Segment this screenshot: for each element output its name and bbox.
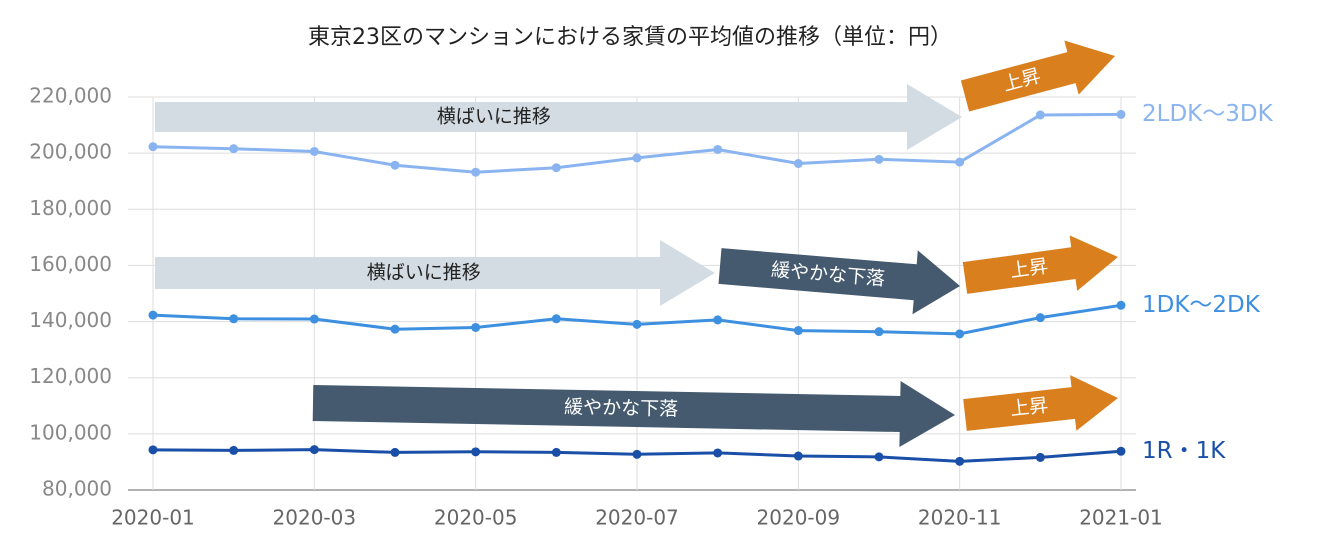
y-tick-label: 200,000 xyxy=(29,140,112,164)
y-tick-label: 140,000 xyxy=(29,308,112,332)
data-point xyxy=(390,160,400,170)
y-tick-label: 160,000 xyxy=(29,252,112,276)
data-point xyxy=(793,451,803,461)
data-point xyxy=(229,144,239,154)
y-tick-label: 120,000 xyxy=(29,364,112,388)
x-tick-label: 2020-07 xyxy=(595,506,679,530)
annotation-arrow xyxy=(312,381,955,447)
annotation-arrow xyxy=(963,375,1118,431)
data-point xyxy=(309,314,319,324)
y-tick-label: 100,000 xyxy=(29,420,112,444)
data-point xyxy=(632,449,642,459)
data-point xyxy=(955,329,965,339)
data-point xyxy=(874,154,884,164)
annotation-label: 緩やかな下落 xyxy=(564,396,678,420)
data-point xyxy=(309,445,319,455)
series-label: 1DK〜2DK xyxy=(1142,292,1261,318)
x-tick-label: 2020-05 xyxy=(434,506,518,530)
annotation-arrow xyxy=(155,240,715,306)
annotation-arrow xyxy=(962,235,1118,294)
x-tick-label: 2021-01 xyxy=(1079,506,1163,530)
series-label: 2LDK〜3DK xyxy=(1142,101,1274,127)
data-point xyxy=(309,146,319,156)
x-tick-label: 2020-01 xyxy=(111,506,195,530)
data-point xyxy=(1035,452,1045,462)
data-point xyxy=(632,319,642,329)
series-label: 1R・1K xyxy=(1142,438,1226,464)
data-point xyxy=(229,314,239,324)
data-point xyxy=(229,445,239,455)
data-point xyxy=(551,447,561,457)
data-point xyxy=(471,322,481,332)
annotation-label: 横ばいに推移 xyxy=(437,106,551,128)
annotation-arrow xyxy=(155,84,962,150)
data-point xyxy=(955,456,965,466)
data-point xyxy=(551,163,561,173)
data-point xyxy=(1116,300,1126,310)
data-point xyxy=(471,447,481,457)
data-point xyxy=(390,447,400,457)
annotation-label: 横ばいに推移 xyxy=(367,262,481,284)
annotation-arrow xyxy=(960,40,1115,112)
data-point xyxy=(874,327,884,337)
annotation-arrow xyxy=(718,248,960,315)
x-tick-label: 2020-03 xyxy=(273,506,357,530)
x-tick-label: 2020-11 xyxy=(918,506,1002,530)
data-point xyxy=(1035,110,1045,120)
data-point xyxy=(874,452,884,462)
annotation-label: 上昇 xyxy=(1009,255,1050,282)
data-point xyxy=(632,153,642,163)
y-tick-label: 220,000 xyxy=(29,84,112,108)
data-point xyxy=(390,324,400,334)
data-point xyxy=(148,310,158,320)
data-point xyxy=(1035,313,1045,323)
data-point xyxy=(551,314,561,324)
data-point xyxy=(1116,109,1126,119)
data-point xyxy=(148,445,158,455)
chart-title: 東京23区のマンションにおける家賃の平均値の推移（単位：円） xyxy=(308,25,952,50)
data-point xyxy=(148,142,158,152)
y-tick-label: 80,000 xyxy=(42,477,112,501)
y-tick-label: 180,000 xyxy=(29,196,112,220)
data-point xyxy=(471,167,481,177)
data-point xyxy=(713,144,723,154)
data-point xyxy=(793,159,803,169)
annotation-label: 上昇 xyxy=(1009,394,1049,420)
data-point xyxy=(955,157,965,167)
data-point xyxy=(793,326,803,336)
data-point xyxy=(1116,446,1126,456)
data-point xyxy=(713,315,723,325)
data-point xyxy=(713,448,723,458)
x-tick-label: 2020-09 xyxy=(757,506,841,530)
